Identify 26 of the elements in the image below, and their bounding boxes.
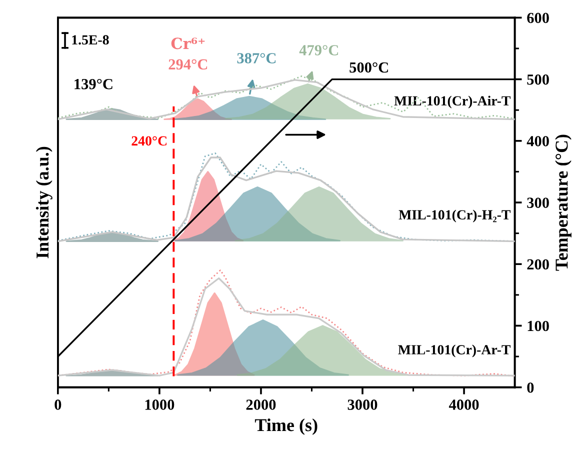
annotation: 479°C bbox=[299, 45, 338, 56]
y2-tick-label: 100 bbox=[528, 320, 549, 332]
annotation: MIL-101(Cr)-Air-T bbox=[394, 96, 511, 108]
annotation: MIL-101(Cr)-H₂-T bbox=[398, 210, 511, 222]
annotation: Cr⁶⁺ bbox=[171, 38, 205, 50]
x-tick-label: 4000 bbox=[448, 400, 479, 410]
y-axis-title: Intensity (a.u.) bbox=[36, 146, 52, 258]
annotation: 294°C bbox=[168, 59, 208, 70]
annotation: 500°C bbox=[350, 62, 388, 73]
y2-tick-label: 500 bbox=[527, 74, 549, 85]
x-tick-label: 1000 bbox=[145, 400, 174, 410]
y2-tick-label: 300 bbox=[527, 198, 549, 208]
y2-tick-label: 400 bbox=[526, 136, 549, 146]
y2-tick-label: 0 bbox=[527, 382, 534, 393]
x-tick-label: 3000 bbox=[348, 400, 378, 410]
ref-line-label: 240°C bbox=[132, 136, 167, 146]
y2-tick-label: 600 bbox=[527, 12, 549, 24]
x-axis-title: Time (s) bbox=[254, 418, 318, 435]
y2-axis-title: Temperature (°C) bbox=[555, 134, 572, 271]
x-tick-label: 2000 bbox=[246, 400, 276, 410]
y2-tick-label: 200 bbox=[527, 259, 549, 270]
annotation: 387°C bbox=[237, 53, 276, 64]
annotation: MIL-101(Cr)-Ar-T bbox=[398, 344, 511, 358]
annotation: 1.5E-8 bbox=[72, 35, 109, 45]
annotation: 139°C bbox=[74, 78, 112, 90]
x-tick-label: 0 bbox=[54, 400, 62, 410]
